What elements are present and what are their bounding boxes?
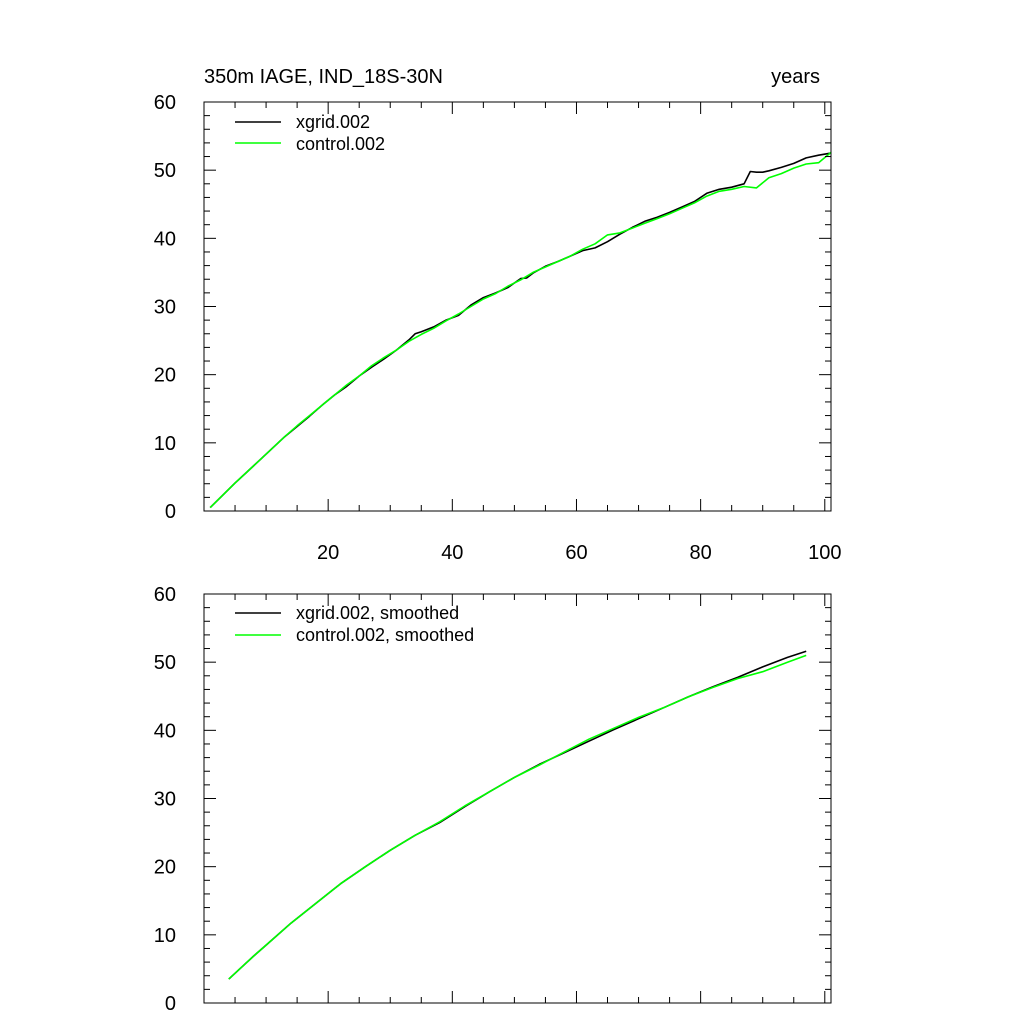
top-x-tick-label: 80: [690, 542, 712, 564]
top-plot-frame: [203, 101, 832, 512]
bottom-tick-label-layer: 0 10 20 30 40 50 60: [154, 584, 176, 1015]
bottom-y-tick-label: 60: [154, 584, 176, 606]
bottom-y-tick-label: 40: [154, 720, 176, 742]
bottom-chart-panel: 0 10 20 30 40 50 60 xgrid.002, smoothed contro…: [154, 584, 832, 1015]
bottom-plot-frame: [203, 593, 832, 1004]
top-series-line-xgrid-002: [209, 152, 832, 509]
bottom-tick-layer: [204, 593, 831, 1004]
bottom-series-line-xgrid-002-smoothed: [228, 650, 807, 980]
top-chart-title: 350m IAGE, IND_18S-30N: [204, 66, 443, 88]
bottom-series-layer: [228, 650, 807, 980]
top-chart-units: years: [771, 66, 820, 88]
top-series-line-control-002: [209, 151, 832, 509]
top-y-tick-label: 50: [154, 160, 176, 182]
bottom-y-tick-label: 30: [154, 789, 176, 811]
top-legend-label-control: control.002: [296, 134, 385, 154]
bottom-y-tick-label: 10: [154, 925, 176, 947]
bottom-y-tick-label: 20: [154, 857, 176, 879]
top-legend: xgrid.002 control.002: [235, 112, 385, 154]
top-tick-layer: [204, 101, 831, 512]
bottom-series-line-control-002-smoothed: [228, 654, 807, 980]
top-chart-panel: 350m IAGE, IND_18S-30N years 0 10 20 30 40 50…: [154, 66, 842, 564]
top-tick-label-layer: 0 10 20 30 40 50 60 20 40 60 80 100: [154, 92, 842, 564]
top-x-tick-label: 100: [808, 542, 841, 564]
bottom-y-tick-label: 50: [154, 652, 176, 674]
bottom-legend: xgrid.002, smoothed control.002, smoothe…: [235, 603, 474, 645]
bottom-legend-label-xgrid: xgrid.002, smoothed: [296, 603, 459, 623]
top-y-tick-label: 30: [154, 297, 176, 319]
top-y-tick-label: 20: [154, 365, 176, 387]
top-y-tick-label: 10: [154, 433, 176, 455]
bottom-y-tick-label: 0: [165, 993, 176, 1015]
top-y-tick-label: 40: [154, 228, 176, 250]
top-x-tick-label: 60: [565, 542, 587, 564]
top-y-tick-label: 0: [165, 501, 176, 523]
bottom-legend-label-control: control.002, smoothed: [296, 625, 474, 645]
top-series-layer: [209, 151, 832, 509]
top-y-tick-label: 60: [154, 92, 176, 114]
top-x-tick-label: 20: [317, 542, 339, 564]
top-legend-label-xgrid: xgrid.002: [296, 112, 370, 132]
top-x-tick-label: 40: [441, 542, 463, 564]
